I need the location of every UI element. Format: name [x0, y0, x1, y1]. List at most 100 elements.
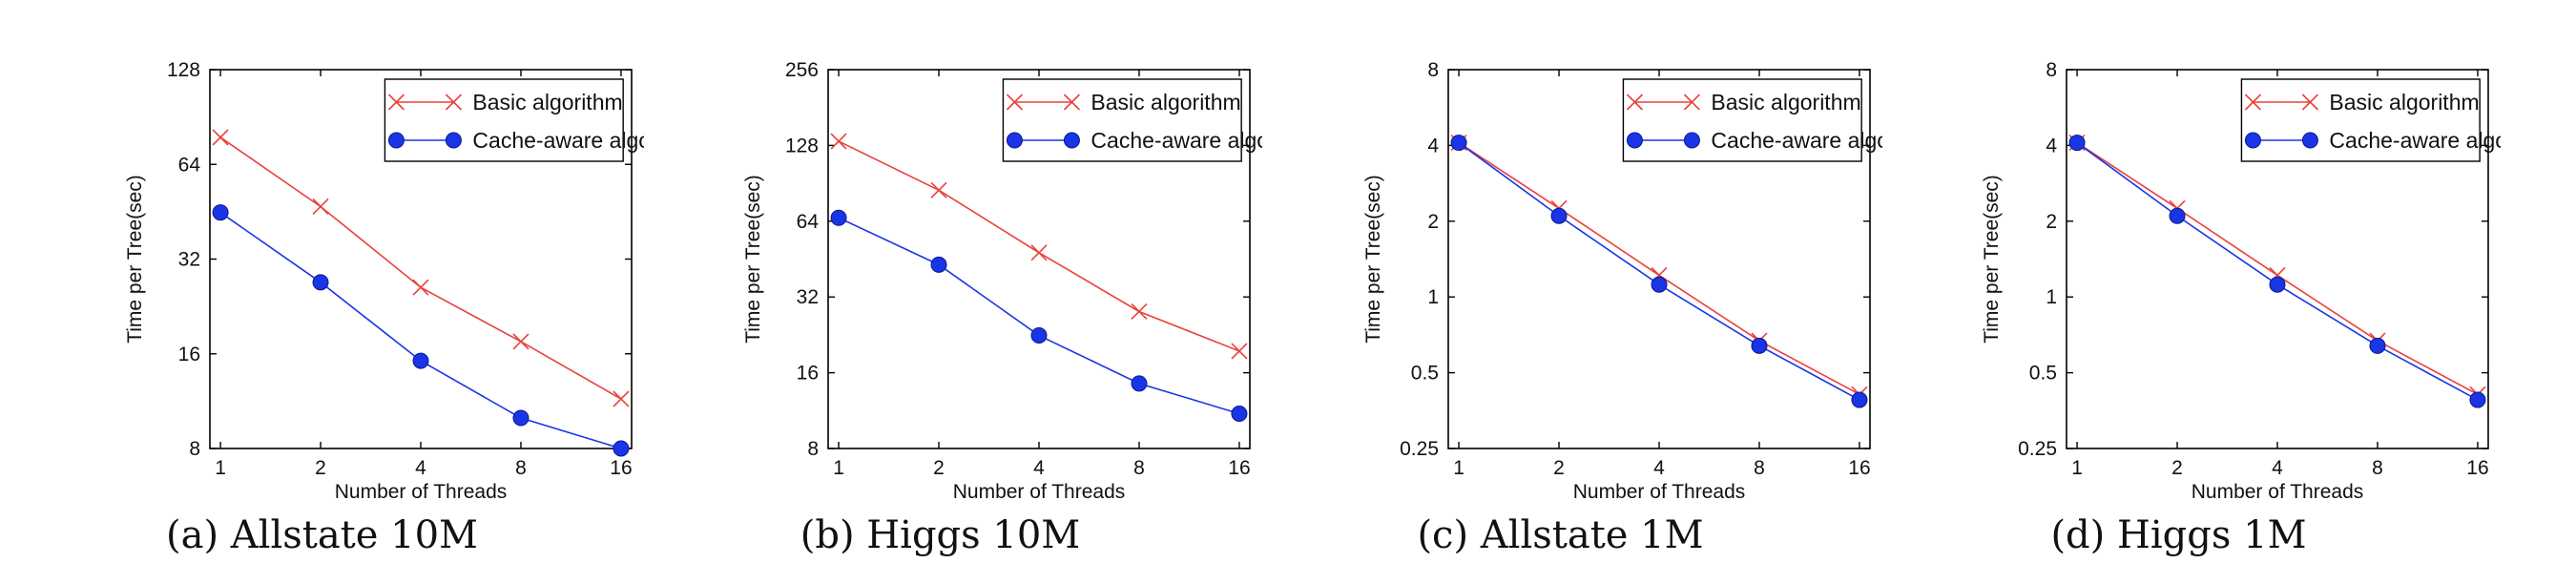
caption-b: (b) Higgs 10M [800, 513, 1081, 557]
series-line-basic [1458, 141, 1860, 396]
chart-panel-d: 0.25 0.5 1 2 4 8 1 2 4 8 16 Number of Threads Time p… [1857, 0, 2501, 584]
y-axis-label: Time per Tree(sec) [124, 175, 146, 344]
x-axis-label: Number of Threads [335, 481, 508, 503]
x-axis-label: Number of Threads [953, 481, 1126, 503]
y-tick-label: 2 [1427, 211, 1439, 233]
basic-marker-stroke [1231, 343, 1248, 360]
cache-aware-marker [2469, 391, 2486, 408]
legend-label: Basic algorithm [1711, 90, 1860, 115]
basic-marker [412, 279, 429, 296]
legend-box [384, 78, 624, 162]
basic-marker-stroke [1131, 302, 1148, 321]
legend-basic-marker [445, 94, 462, 111]
y-tick-label: 4 [2046, 135, 2057, 156]
cache-aware-marker [1131, 375, 1148, 392]
basic-marker-stroke [830, 133, 847, 150]
legend-label: Basic algorithm [1091, 90, 1240, 115]
cache-aware-marker [512, 409, 530, 427]
cache-aware-marker [2269, 276, 2286, 293]
legend-cache-aware-marker [445, 132, 462, 149]
caption-d: (d) Higgs 1M [2050, 513, 2307, 557]
x-tick-label: 2 [933, 457, 945, 479]
y-tick-label: 4 [1427, 135, 1439, 156]
cache-aware-marker [2169, 207, 2186, 224]
cache-aware-marker [2369, 337, 2386, 354]
series-line-basic [2076, 141, 2479, 396]
x-tick-label: 1 [833, 457, 844, 479]
legend-label: Cache-aware algorithm [2329, 128, 2501, 153]
basic-marker-stroke [930, 181, 947, 198]
legend-label: Cache-aware algorithm [1091, 128, 1262, 153]
x-tick-label: 1 [215, 457, 226, 479]
basic-marker [312, 198, 329, 216]
y-tick-label: 256 [785, 59, 819, 81]
legend-label: Basic algorithm [2329, 90, 2479, 115]
basic-marker [512, 333, 530, 350]
y-tick-label: 8 [2046, 59, 2057, 81]
y-tick-label: 0.5 [1411, 363, 1439, 385]
cache-aware-marker [1450, 135, 1467, 152]
legend-basic-marker [1683, 94, 1700, 111]
cache-aware-marker [212, 204, 229, 221]
legend-label: Cache-aware algorithm [1711, 128, 1882, 153]
caption-a: (a) Allstate 10M [165, 513, 478, 557]
x-axis-label: Number of Threads [2192, 481, 2364, 503]
basic-marker [1231, 343, 1248, 360]
chart-b: 8 16 32 64 128 256 1 2 4 8 16 Number of Threads Time… [742, 59, 1262, 503]
series-line-cache-aware [838, 217, 1240, 415]
y-tick-label: 8 [807, 438, 819, 460]
basic-marker-stroke [312, 198, 329, 216]
caption-c: (c) Allstate 1M [1417, 513, 1704, 557]
y-tick-label: 64 [797, 211, 820, 233]
legend-box [2240, 78, 2481, 162]
legend-label: Cache-aware algorithm [472, 128, 644, 153]
cache-aware-marker [1851, 391, 1868, 408]
cache-aware-marker [1231, 406, 1248, 423]
y-tick-label: 2 [2046, 211, 2057, 233]
y-tick-label: 16 [797, 363, 819, 385]
basic-marker-stroke [613, 390, 630, 407]
chart-panel-a: 8 16 32 64 128 1 2 4 8 16 Number of Threads Time pe… [0, 0, 644, 584]
y-tick-label: 64 [178, 154, 201, 176]
x-tick-label: 8 [515, 457, 527, 479]
y-axis-label: Time per Tree(sec) [1981, 175, 2003, 344]
chart-panel-c: 0.25 0.5 1 2 4 8 1 2 4 8 16 Number of Threads Time p… [1238, 0, 1882, 584]
series-line-cache-aware [219, 212, 622, 449]
y-tick-label: 0.25 [1400, 438, 1439, 460]
basic-marker [930, 181, 947, 198]
legend-cache-aware-marker [2244, 132, 2261, 149]
legend-basic-marker [2244, 94, 2261, 111]
y-tick-label: 32 [797, 286, 819, 308]
legend-box [1002, 78, 1242, 162]
x-tick-label: 4 [1653, 457, 1665, 479]
legend-cache-aware-marker [1063, 132, 1080, 149]
cache-aware-marker [412, 352, 429, 369]
x-tick-label: 8 [2372, 457, 2383, 479]
cache-aware-marker [312, 274, 329, 291]
legend-cache-aware-marker [1683, 132, 1700, 149]
legend-label: Basic algorithm [472, 90, 622, 115]
x-tick-label: 16 [1848, 457, 1870, 479]
legend-basic-marker [387, 94, 405, 111]
cache-aware-marker [1651, 276, 1668, 293]
x-tick-label: 2 [1553, 457, 1565, 479]
y-tick-label: 0.5 [2029, 363, 2057, 385]
chart-panel-b: 8 16 32 64 128 256 1 2 4 8 16 Number of Threads Time… [618, 0, 1262, 584]
y-axis-label: Time per Tree(sec) [742, 175, 764, 344]
y-tick-label: 8 [189, 438, 200, 460]
y-tick-label: 0.25 [2018, 438, 2057, 460]
legend-box [1622, 78, 1862, 162]
basic-marker [613, 390, 630, 407]
basic-marker-stroke [512, 333, 530, 350]
legend-cache-aware-marker [2301, 132, 2318, 149]
x-tick-label: 1 [1453, 457, 1465, 479]
y-tick-label: 16 [178, 344, 200, 365]
y-tick-label: 1 [2046, 286, 2057, 308]
basic-marker [830, 133, 847, 150]
y-axis-label: Time per Tree(sec) [1362, 175, 1384, 344]
y-tick-label: 128 [167, 59, 200, 81]
x-tick-label: 8 [1754, 457, 1765, 479]
legend-basic-marker [1006, 94, 1023, 111]
legend-cache-aware-marker [1006, 132, 1023, 149]
